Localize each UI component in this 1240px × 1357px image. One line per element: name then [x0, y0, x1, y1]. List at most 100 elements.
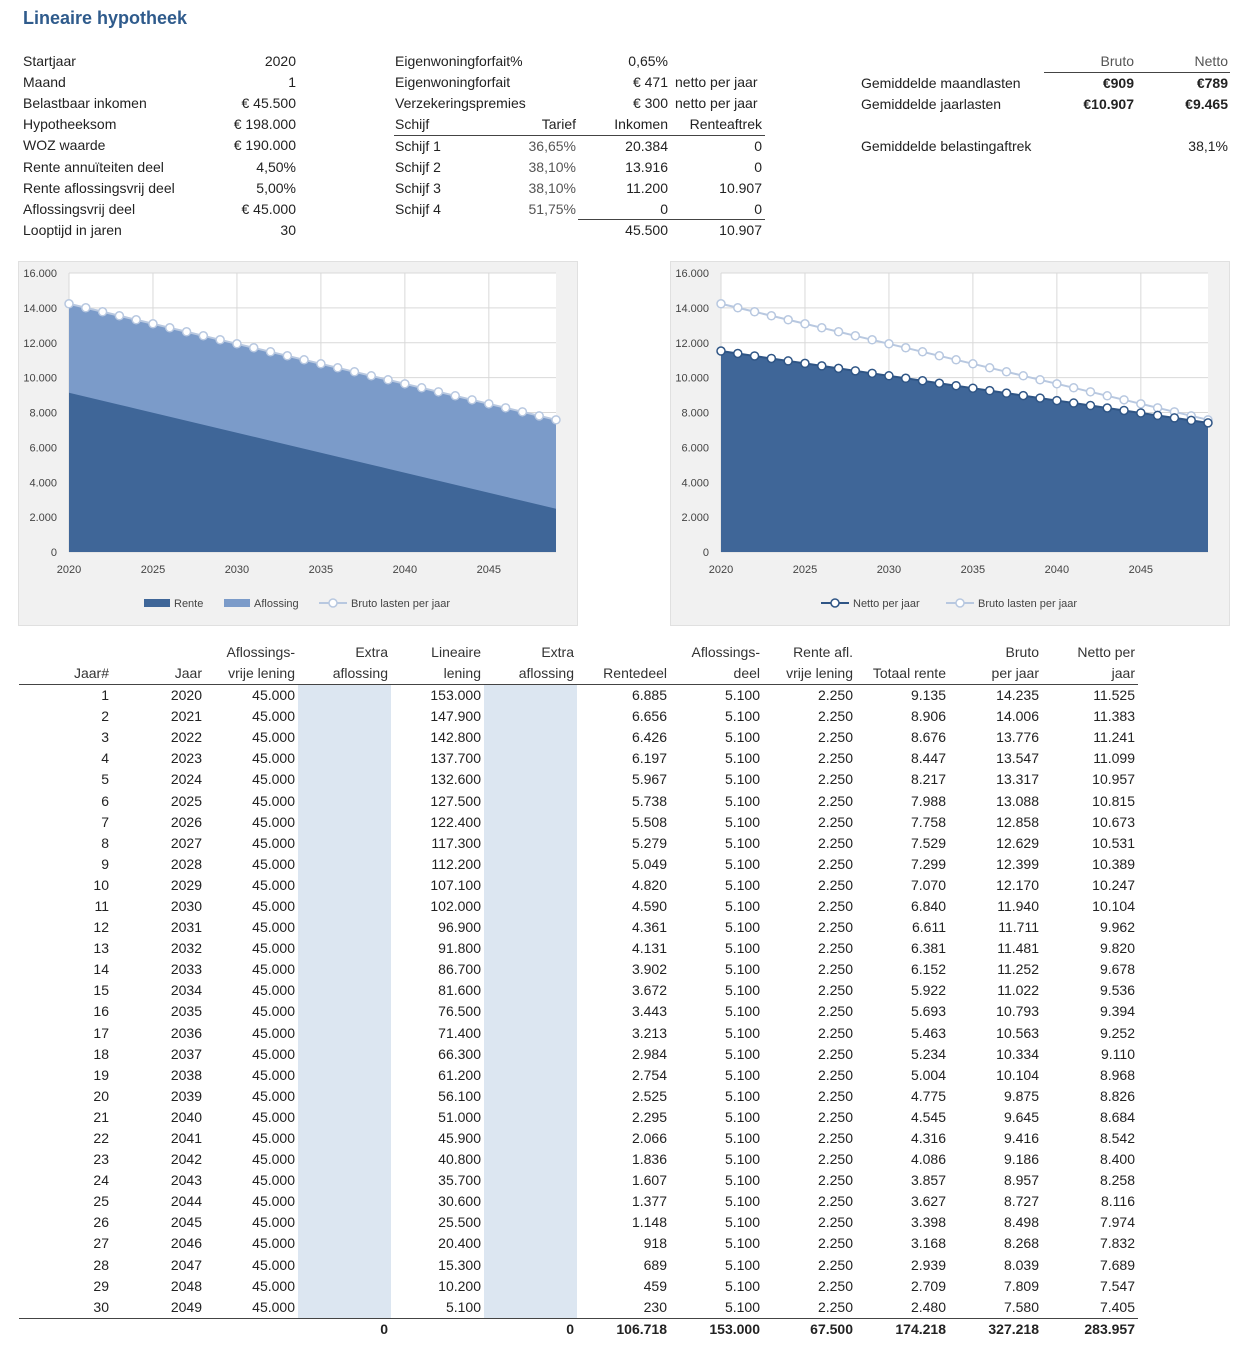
extra-aflossing-input[interactable]: [484, 1149, 577, 1171]
table-cell: 14.235: [996, 687, 1039, 704]
extra-aflossing-input[interactable]: [298, 790, 391, 812]
table-cell: 2.250: [817, 813, 853, 830]
extra-aflossing-input[interactable]: [484, 1022, 577, 1044]
bruto-point: [484, 399, 494, 409]
table-row: 11 2030 45.000 102.000 4.590 5.100 2.250 6.840 1…: [19, 895, 1138, 918]
extra-aflossing-input[interactable]: [298, 684, 391, 707]
extra-aflossing-input[interactable]: [298, 1191, 391, 1213]
forfait-note: netto per jaar: [675, 74, 758, 91]
extra-aflossing-input[interactable]: [484, 1191, 577, 1213]
total-cell: 67.500: [763, 1317, 856, 1340]
extra-aflossing-input[interactable]: [484, 938, 577, 960]
extra-aflossing-input[interactable]: [298, 706, 391, 728]
extra-aflossing-input[interactable]: [298, 895, 391, 918]
x-tick-label: 2045: [1129, 564, 1153, 576]
extra-aflossing-input[interactable]: [298, 1233, 391, 1255]
extra-aflossing-input[interactable]: [484, 1127, 577, 1150]
extra-aflossing-input[interactable]: [484, 895, 577, 918]
table-cell: 5.100: [724, 940, 760, 957]
extra-aflossing-input[interactable]: [298, 811, 391, 833]
extra-aflossing-input[interactable]: [484, 874, 577, 896]
extra-aflossing-input[interactable]: [484, 790, 577, 812]
table-cell: 7.988: [910, 792, 946, 809]
extra-aflossing-input[interactable]: [298, 1127, 391, 1150]
bruto-point: [400, 379, 410, 389]
param-value: 1: [288, 74, 296, 91]
table-row: 27 2046 45.000 20.400 918 5.100 2.250 3.168 8.26…: [19, 1233, 1138, 1255]
x-tick-label: 2030: [877, 564, 901, 576]
table-row: 21 2040 45.000 51.000 2.295 5.100 2.250 4.545 9.…: [19, 1106, 1138, 1128]
table-cell: 2.250: [817, 1277, 853, 1294]
table-cell: 3: [101, 729, 109, 746]
extra-aflossing-input[interactable]: [298, 853, 391, 875]
extra-aflossing-input[interactable]: [484, 684, 577, 707]
table-cell: 6.611: [912, 919, 946, 936]
extra-aflossing-input[interactable]: [298, 1064, 391, 1086]
extra-aflossing-input[interactable]: [298, 1149, 391, 1171]
table-cell: 2.754: [631, 1066, 667, 1083]
extra-aflossing-input[interactable]: [484, 1233, 577, 1255]
table-cell: 2028: [170, 855, 202, 872]
y-tick-label: 6.000: [681, 442, 709, 454]
extra-aflossing-input[interactable]: [298, 1085, 391, 1107]
extra-aflossing-input[interactable]: [298, 1275, 391, 1297]
extra-aflossing-input[interactable]: [484, 706, 577, 728]
extra-aflossing-input[interactable]: [298, 1170, 391, 1192]
extra-aflossing-input[interactable]: [484, 1170, 577, 1192]
table-cell: 11.252: [997, 961, 1039, 978]
extra-aflossing-input[interactable]: [484, 959, 577, 981]
extra-aflossing-input[interactable]: [484, 980, 577, 1002]
extra-aflossing-input[interactable]: [484, 727, 577, 749]
extra-aflossing-input[interactable]: [484, 1043, 577, 1065]
table-cell: 45.000: [252, 771, 295, 788]
extra-aflossing-input[interactable]: [298, 938, 391, 960]
extra-aflossing-input[interactable]: [484, 1085, 577, 1107]
extra-aflossing-input[interactable]: [484, 853, 577, 875]
extra-aflossing-input[interactable]: [298, 1106, 391, 1128]
netto-point: [783, 356, 793, 366]
bruto-point: [450, 391, 460, 401]
extra-aflossing-input[interactable]: [298, 769, 391, 791]
extra-aflossing-input[interactable]: [298, 917, 391, 939]
extra-aflossing-input[interactable]: [484, 748, 577, 770]
extra-aflossing-input[interactable]: [298, 748, 391, 770]
table-cell: 5.100: [445, 1298, 481, 1315]
extra-aflossing-input[interactable]: [484, 1212, 577, 1234]
column-header: vrije lening: [205, 663, 298, 685]
extra-aflossing-input[interactable]: [298, 832, 391, 854]
extra-aflossing-input[interactable]: [298, 1001, 391, 1023]
netto-point: [1119, 405, 1129, 416]
extra-aflossing-input[interactable]: [484, 1275, 577, 1297]
total-cell: 153.000: [670, 1317, 763, 1340]
netto-point: [833, 363, 844, 374]
extra-aflossing-input[interactable]: [298, 1022, 391, 1044]
total-cell: [205, 1317, 298, 1340]
table-cell: 5.100: [724, 1298, 760, 1315]
extra-aflossing-input[interactable]: [484, 1064, 577, 1086]
extra-aflossing-input[interactable]: [484, 917, 577, 939]
extra-aflossing-input[interactable]: [298, 1043, 391, 1065]
table-cell: 1: [101, 687, 109, 704]
table-cell: 45.000: [252, 687, 295, 704]
extra-aflossing-input[interactable]: [298, 1254, 391, 1276]
extra-aflossing-input[interactable]: [484, 811, 577, 833]
extra-aflossing-input[interactable]: [298, 874, 391, 896]
header-row-2: Jaar# Jaar vrije lening aflossing lening aflo…: [19, 663, 1138, 685]
table-cell: 2.250: [817, 1235, 853, 1252]
extra-aflossing-input[interactable]: [298, 727, 391, 749]
extra-aflossing-input[interactable]: [484, 1296, 577, 1319]
table-cell: 7.974: [1099, 1214, 1135, 1231]
extra-aflossing-input[interactable]: [484, 1106, 577, 1128]
extra-aflossing-input[interactable]: [298, 959, 391, 981]
table-cell: 45.000: [252, 1172, 295, 1189]
extra-aflossing-input[interactable]: [484, 832, 577, 854]
extra-aflossing-input[interactable]: [484, 1001, 577, 1023]
table-cell: 11.940: [997, 897, 1039, 914]
extra-aflossing-input[interactable]: [298, 1212, 391, 1234]
extra-aflossing-input[interactable]: [298, 980, 391, 1002]
extra-aflossing-input[interactable]: [484, 769, 577, 791]
extra-aflossing-input[interactable]: [298, 1296, 391, 1319]
bruto-point: [1035, 375, 1045, 385]
table-cell: 1.148: [631, 1214, 667, 1231]
extra-aflossing-input[interactable]: [484, 1254, 577, 1276]
